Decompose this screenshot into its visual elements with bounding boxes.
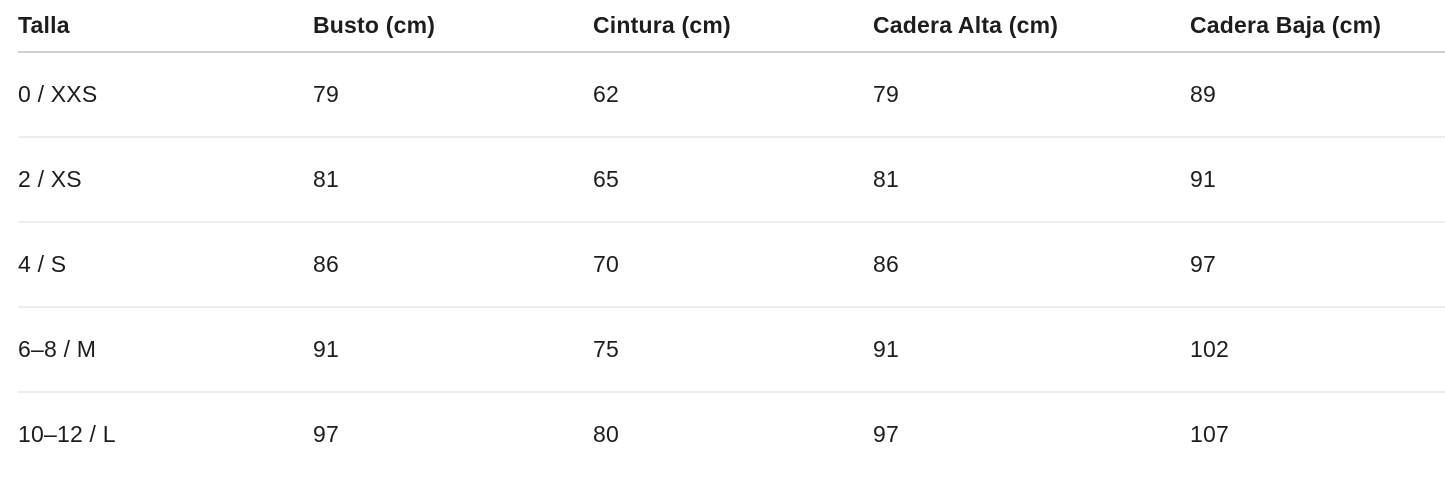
column-header-cadera-alta: Cadera Alta (cm) bbox=[873, 11, 1059, 38]
row-divider bbox=[18, 391, 1445, 393]
cadera-baja-value: 91 bbox=[1190, 165, 1216, 192]
table-row-xs: 2 / XS 81 65 81 91 bbox=[0, 138, 1445, 221]
column-header-talla: Talla bbox=[18, 11, 70, 38]
cintura-value: 70 bbox=[593, 250, 619, 277]
cadera-baja-value: 102 bbox=[1190, 335, 1229, 362]
cadera-baja-value: 89 bbox=[1190, 80, 1216, 107]
row-divider bbox=[18, 306, 1445, 308]
size-label: 10–12 / L bbox=[18, 420, 116, 447]
column-header-cintura: Cintura (cm) bbox=[593, 11, 731, 38]
cadera-baja-value: 97 bbox=[1190, 250, 1216, 277]
cintura-value: 65 bbox=[593, 165, 619, 192]
busto-value: 86 bbox=[313, 250, 339, 277]
column-header-cadera-baja: Cadera Baja (cm) bbox=[1190, 11, 1382, 38]
column-header-busto: Busto (cm) bbox=[313, 11, 436, 38]
row-divider bbox=[18, 221, 1445, 223]
size-label: 6–8 / M bbox=[18, 335, 97, 362]
cadera-alta-value: 79 bbox=[873, 80, 899, 107]
busto-value: 91 bbox=[313, 335, 339, 362]
cadera-alta-value: 81 bbox=[873, 165, 899, 192]
cintura-value: 80 bbox=[593, 420, 619, 447]
row-divider bbox=[18, 136, 1445, 138]
table-row-m: 6–8 / M 91 75 91 102 bbox=[0, 308, 1445, 391]
cintura-value: 75 bbox=[593, 335, 619, 362]
busto-value: 97 bbox=[313, 420, 339, 447]
size-label: 2 / XS bbox=[18, 165, 82, 192]
table-row-l: 10–12 / L 97 80 97 107 bbox=[0, 393, 1445, 476]
cadera-baja-value: 107 bbox=[1190, 420, 1229, 447]
cadera-alta-value: 97 bbox=[873, 420, 899, 447]
table-row-s: 4 / S 86 70 86 97 bbox=[0, 223, 1445, 306]
busto-value: 79 bbox=[313, 80, 339, 107]
cadera-alta-value: 91 bbox=[873, 335, 899, 362]
table-row-xxs: 0 / XXS 79 62 79 89 bbox=[0, 53, 1445, 136]
size-label: 4 / S bbox=[18, 250, 67, 277]
busto-value: 81 bbox=[313, 165, 339, 192]
table-header-row: Talla Busto (cm) Cintura (cm) Cadera Alt… bbox=[0, 0, 1445, 51]
header-divider bbox=[18, 51, 1445, 53]
cadera-alta-value: 86 bbox=[873, 250, 899, 277]
size-label: 0 / XXS bbox=[18, 80, 98, 107]
cintura-value: 62 bbox=[593, 80, 619, 107]
